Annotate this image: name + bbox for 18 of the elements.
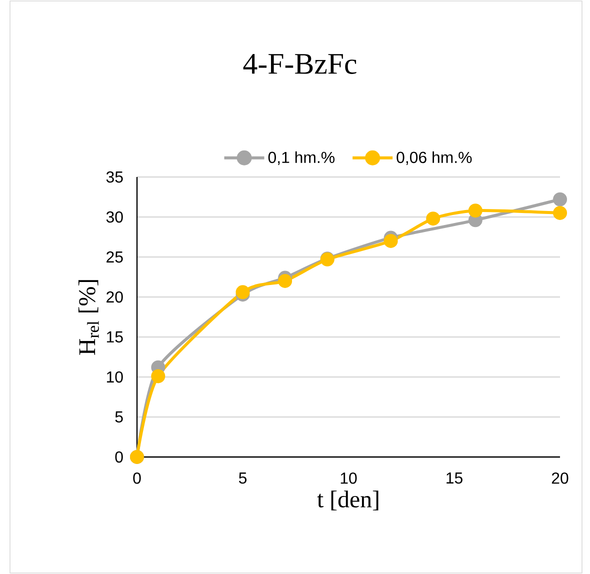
x-tick-label: 0 [133,472,141,484]
x-tick-label: 15 [446,472,462,484]
x-tick-label: 5 [238,472,247,484]
y-tick-label: 0 [115,451,123,463]
y-tick-label: 30 [106,211,123,223]
y-axis-title: H$_{rel}$ [%] [78,280,99,355]
y-tick-label: 15 [106,331,123,343]
legend-label: 0,1 hm.% [268,151,334,165]
y-tick-label: 5 [115,411,123,423]
y-tick-label: 25 [106,251,123,263]
y-tick-label: 35 [106,171,123,183]
y-tick-label: 10 [106,371,123,383]
x-tick-label: 10 [340,472,357,484]
x-axis-title: t [den] [317,490,378,510]
x-tick-label: 20 [552,472,568,484]
y-tick-label: 20 [106,291,123,303]
legend-label: 0,06 hm.% [396,151,472,165]
chart-title: 4-F-BzFc [243,54,356,74]
